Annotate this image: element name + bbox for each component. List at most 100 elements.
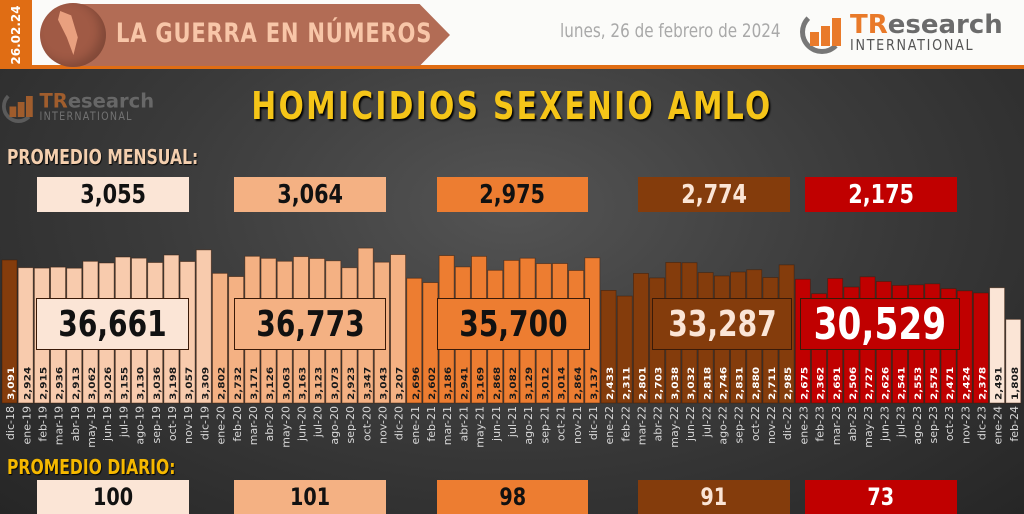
month-tick-label: ene-19 (20, 406, 33, 444)
bar-value-label: 2,818 (703, 366, 713, 400)
month-tick-label: abr-21 (457, 406, 470, 442)
month-tick-label: may-23 (862, 406, 875, 448)
month-tick-label: jul-23 (895, 406, 908, 438)
date-strip: 26.02.24 (0, 0, 32, 69)
month-tick-label: ago-20 (328, 406, 341, 445)
month-tick-label: may-19 (85, 406, 98, 448)
month-tick-label: ago-21 (522, 406, 535, 445)
bar (1, 259, 18, 404)
monthly-average-value: 2,774 (681, 179, 747, 210)
bar-value-label: 2,696 (412, 366, 422, 400)
bar-value-label: 3,123 (315, 367, 325, 400)
month-tick-label: oct-22 (749, 406, 762, 441)
monthly-average-box: 3,055 (37, 177, 189, 212)
bar-value-label: 3,082 (509, 367, 519, 400)
month-tick-label: oct-23 (943, 406, 956, 441)
month-tick-label: jul-19 (117, 406, 130, 438)
month-tick-label: jun-22 (684, 406, 697, 442)
logo-icon (800, 10, 850, 54)
month-tick-label: mar-23 (830, 406, 843, 445)
month-tick-label: sep-20 (344, 406, 357, 443)
month-tick-label: jun-19 (101, 406, 114, 442)
month-tick-label: jul-20 (312, 406, 325, 438)
month-tick-label: dic-21 (587, 406, 600, 440)
banner-title: LA GUERRA EN NÚMEROS (116, 18, 433, 49)
month-tick-label: ene-21 (409, 406, 422, 444)
bar-value-label: 3,207 (396, 367, 406, 400)
month-tick-label: nov-23 (959, 406, 972, 444)
logo: TResearch INTERNATIONAL (800, 10, 1003, 54)
bar-value-label: 2,727 (865, 367, 875, 400)
bar-value-label: 3,026 (104, 366, 114, 400)
annual-total-box: 36,661 (36, 298, 189, 350)
daily-average-label: PROMEDIO DIARIO: (7, 455, 176, 479)
month-tick-label: oct-19 (166, 406, 179, 441)
monthly-average-box: 2,774 (638, 177, 790, 212)
month-tick-label: dic-20 (393, 406, 406, 440)
bar-value-label: 3,186 (444, 366, 454, 400)
month-tick-label: sep-19 (150, 406, 163, 443)
bar-value-label: 2,626 (881, 366, 891, 400)
daily-average-box: 101 (234, 480, 386, 514)
month-tick-label: nov-21 (571, 406, 584, 444)
monthly-average-value: 3,055 (80, 179, 146, 210)
bar-value-label: 3,062 (88, 367, 98, 400)
month-tick-label: abr-19 (69, 406, 82, 442)
daily-average-value: 91 (700, 483, 728, 511)
bar (406, 277, 423, 404)
logo-text-b: esearch (67, 89, 155, 113)
daily-average-value: 101 (289, 483, 331, 511)
logo-icon (2, 90, 40, 123)
logo-text-a: TR (39, 89, 68, 113)
monthly-average-label: PROMEDIO MENSUAL: (7, 145, 199, 169)
bar (616, 295, 633, 404)
month-tick-label: ene-23 (797, 406, 810, 444)
bar-value-label: 2,378 (978, 366, 988, 400)
logo-text-a: TR (850, 9, 888, 40)
logo-sub: INTERNATIONAL (850, 35, 975, 54)
bar (195, 249, 212, 404)
month-tick-label: sep-22 (733, 406, 746, 443)
month-tick-label: nov-22 (765, 406, 778, 444)
bar-value-label: 3,012 (541, 367, 551, 400)
bar (989, 287, 1006, 404)
bar-value-label: 2,471 (946, 367, 956, 400)
annual-total-value: 35,700 (459, 303, 568, 345)
bar-value-label: 2,732 (234, 367, 244, 400)
bar-value-label: 2,553 (914, 367, 924, 400)
bar-value-label: 2,985 (784, 367, 794, 400)
bar-value-label: 2,711 (768, 367, 778, 400)
month-tick-label: mar-19 (53, 406, 66, 445)
bar-value-label: 2,801 (638, 367, 648, 400)
monthly-average-box: 2,975 (437, 177, 588, 212)
daily-average-value: 73 (867, 483, 895, 511)
bar-value-label: 2,506 (849, 366, 859, 400)
bar-value-label: 3,032 (687, 367, 697, 400)
annual-total-box: 33,287 (652, 298, 792, 350)
bar-value-label: 3,036 (153, 366, 163, 400)
month-tick-label: dic-22 (781, 406, 794, 440)
month-tick-label: abr-23 (846, 406, 859, 442)
month-tick-label: feb-19 (36, 406, 49, 442)
bar (390, 254, 406, 404)
chart-title: HOMICIDIOS SEXENIO AMLO (251, 84, 773, 128)
bar-value-label: 2,941 (460, 367, 470, 400)
month-tick-label: mar-20 (247, 406, 260, 445)
bar-value-label: 2,491 (995, 367, 1005, 400)
month-tick-label: jun-23 (878, 406, 891, 442)
month-tick-label: ago-22 (716, 406, 729, 445)
watermark-logo: TResearch INTERNATIONAL (2, 90, 154, 123)
monthly-average-box: 2,175 (805, 177, 957, 212)
bar-value-label: 2,703 (655, 367, 665, 400)
bar-value-label: 2,936 (56, 366, 66, 400)
annual-total-box: 36,773 (234, 298, 386, 350)
logo-sub: INTERNATIONAL (39, 109, 133, 123)
bar (212, 272, 228, 404)
bar-value-label: 3,309 (201, 367, 211, 400)
month-tick-label: may-21 (474, 406, 487, 448)
bar-value-label: 2,831 (736, 367, 746, 400)
bar-value-label: 2,575 (930, 367, 940, 400)
bar-value-label: 2,915 (39, 367, 49, 400)
annual-total-box: 35,700 (437, 298, 590, 350)
bar (600, 290, 617, 404)
